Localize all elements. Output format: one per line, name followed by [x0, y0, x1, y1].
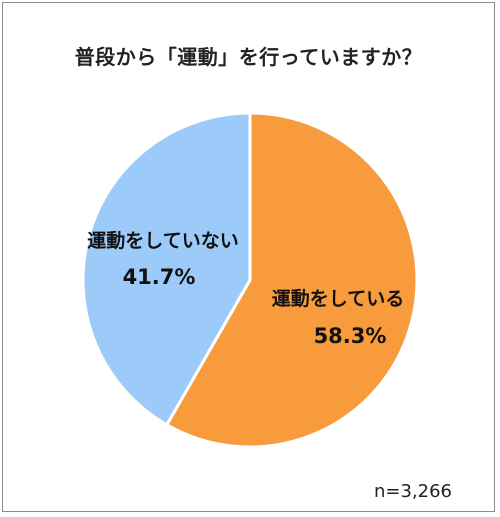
slice-label-2: 運動をしていない [87, 230, 238, 252]
slice-label-1: 運動をしている [272, 288, 404, 310]
sample-size-note: n=3,266 [373, 481, 452, 502]
chart-frame: 普段から「運動」を行っていますか？ 運動をしている 58.3% 運動をしていない 41… [2, 2, 495, 512]
pie-chart: 運動をしている 58.3% 運動をしていない 41.7% [81, 111, 419, 449]
pie-slice-2 [81, 111, 252, 427]
pie-slice-1 [164, 111, 419, 449]
slice-value-2: 41.7% [123, 265, 196, 289]
slice-value-1: 58.3% [314, 324, 387, 348]
chart-title: 普段から「運動」を行っていますか？ [74, 45, 423, 69]
